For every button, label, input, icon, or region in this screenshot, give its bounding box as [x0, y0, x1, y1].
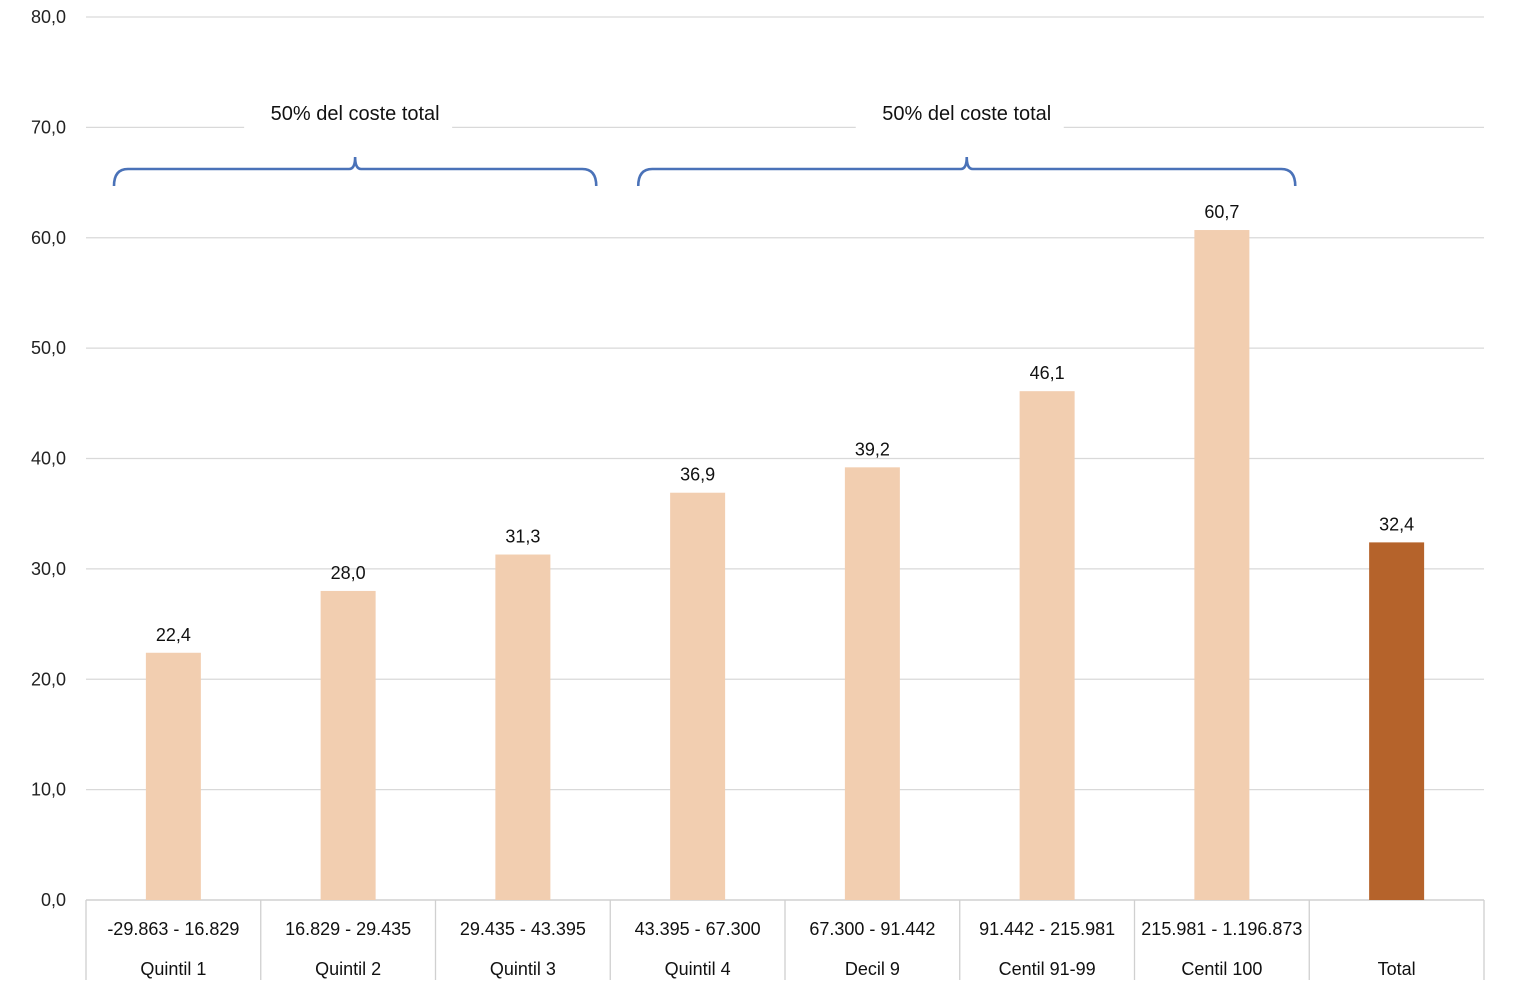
y-tick-label: 10,0: [31, 780, 66, 800]
data-label: 31,3: [505, 527, 540, 547]
category-group-label: Centil 100: [1181, 959, 1262, 979]
bar: [1194, 230, 1250, 900]
bar: [1369, 542, 1425, 900]
annotation-bracket: [636, 156, 1297, 187]
category-group-label: Quintil 2: [315, 959, 381, 979]
data-label: 36,9: [680, 465, 715, 485]
y-tick-label: 40,0: [31, 449, 66, 469]
y-tick-label: 70,0: [31, 117, 66, 137]
annotation-label: 50% del coste total: [271, 103, 440, 125]
bar: [320, 590, 376, 900]
category-group-label: Quintil 4: [665, 959, 731, 979]
y-tick-label: 60,0: [31, 228, 66, 248]
data-label: 60,7: [1204, 202, 1239, 222]
category-range-label: 16.829 - 29.435: [285, 919, 411, 939]
annotation-bracket: [112, 156, 598, 187]
y-tick-label: 0,0: [41, 890, 66, 910]
category-group-label: Quintil 3: [490, 959, 556, 979]
category-range-label: -29.863 - 16.829: [107, 919, 239, 939]
category-range-label: 91.442 - 215.981: [979, 919, 1115, 939]
y-tick-label: 50,0: [31, 338, 66, 358]
y-tick-label: 30,0: [31, 559, 66, 579]
category-group-label: Decil 9: [845, 959, 900, 979]
bar: [844, 467, 900, 900]
category-range-label: 43.395 - 67.300: [635, 919, 761, 939]
bar: [145, 652, 201, 900]
category-range-label: 215.981 - 1.196.873: [1141, 919, 1302, 939]
bar: [670, 492, 726, 900]
category-group-label: Quintil 1: [140, 959, 206, 979]
category-range-label: 67.300 - 91.442: [809, 919, 935, 939]
category-group-label: Total: [1378, 959, 1416, 979]
annotation-label-mask: [244, 121, 453, 134]
data-label: 28,0: [331, 563, 366, 583]
annotation-label-mask: [855, 121, 1064, 134]
data-label: 32,4: [1379, 514, 1414, 534]
category-group-label: Centil 91-99: [999, 959, 1096, 979]
annotation-label: 50% del coste total: [882, 103, 1051, 125]
y-tick-label: 80,0: [31, 7, 66, 27]
y-tick-label: 20,0: [31, 669, 66, 689]
data-label: 39,2: [855, 439, 890, 459]
category-range-label: 29.435 - 43.395: [460, 919, 586, 939]
data-label: 22,4: [156, 625, 191, 645]
bar: [1019, 391, 1075, 900]
bar: [495, 554, 551, 900]
data-label: 46,1: [1030, 363, 1065, 383]
